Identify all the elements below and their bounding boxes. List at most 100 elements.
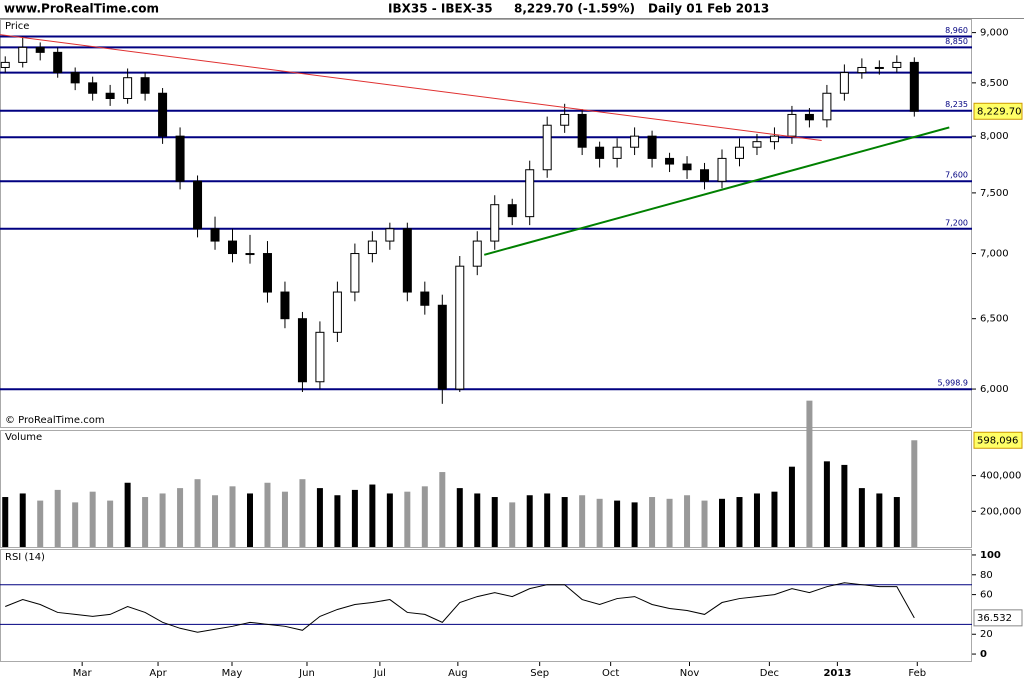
volume-bar	[544, 493, 551, 547]
candle-body	[105, 92, 115, 100]
candle-body	[542, 124, 552, 171]
x-tick-label: Jun	[298, 668, 315, 679]
x-tick-label: Nov	[680, 668, 700, 679]
volume-bar	[439, 472, 446, 547]
y-tick-label: 7,000	[980, 249, 1009, 260]
level-label: 8,850	[945, 37, 968, 46]
volume-bar	[596, 498, 603, 547]
trendline	[0, 34, 822, 142]
volume-bar	[159, 493, 166, 547]
volume-bar	[54, 489, 61, 547]
candle-body	[752, 141, 762, 148]
volume-bar	[823, 461, 830, 547]
volume-bar	[526, 495, 533, 547]
candle-body	[175, 135, 185, 182]
y-tick-label: 7,500	[980, 188, 1009, 199]
candle-body	[455, 265, 465, 390]
candle-body	[595, 146, 605, 159]
candle-body	[525, 169, 535, 218]
candle-body	[315, 331, 325, 383]
candle-body	[700, 169, 710, 182]
candle-body	[18, 46, 28, 63]
candle-body	[88, 82, 98, 94]
level-label: 8,235	[945, 100, 968, 109]
y-tick-label: 80	[980, 570, 993, 581]
candle-body	[332, 291, 342, 333]
candle-body	[210, 228, 220, 242]
y-tick-label: 8,000	[980, 131, 1009, 142]
y-tick-label: 60	[980, 590, 993, 601]
candle-body	[193, 180, 203, 230]
candle-body	[53, 51, 63, 74]
volume-bar	[404, 491, 411, 547]
candle-body	[857, 66, 867, 74]
x-tick-label: Feb	[908, 668, 926, 679]
level-label: 7,600	[945, 171, 968, 180]
site: www.ProRealTime.com	[4, 2, 159, 16]
volume-bar	[421, 486, 428, 547]
volume-bar	[316, 488, 323, 547]
volume-bar	[194, 479, 201, 547]
volume-bar	[107, 500, 114, 547]
candle-body	[297, 318, 307, 383]
candle-body	[822, 92, 832, 121]
price-panel	[0, 19, 972, 428]
quote: 8,229.70 (-1.59%)	[514, 2, 635, 16]
candle-body	[123, 77, 133, 100]
x-tick-label: Sep	[530, 668, 549, 679]
candle-body	[665, 157, 675, 165]
last-rsi-box	[973, 609, 1023, 627]
volume-bar	[561, 497, 568, 547]
y-tick-label: 6,000	[980, 384, 1009, 395]
volume-title: Volume	[5, 432, 42, 443]
y-tick-label: 8,500	[980, 78, 1009, 89]
candle-body	[577, 113, 587, 148]
x-tick-label: Oct	[602, 668, 619, 679]
volume-bar	[351, 489, 358, 547]
y-tick-label: 6,500	[980, 314, 1009, 325]
rsi-panel	[0, 549, 972, 662]
volume-bar	[649, 497, 656, 547]
last-price: 8,229.70	[977, 106, 1022, 117]
rsi-title: RSI (14)	[5, 552, 45, 563]
trendline	[483, 126, 950, 256]
volume-bar	[509, 502, 516, 547]
x-tick-label: Jul	[373, 668, 386, 679]
volume-bar	[753, 493, 760, 547]
volume-bar	[614, 500, 621, 547]
candle-body	[682, 163, 692, 171]
candle-body	[839, 72, 849, 94]
y-tick-label: 20	[980, 629, 993, 640]
candle-body	[734, 146, 744, 159]
volume-bar	[893, 497, 900, 547]
candle-body	[769, 135, 779, 143]
level-label: 8,960	[945, 26, 968, 35]
volume-bar	[684, 495, 691, 547]
instrument: IBX35 - IBEX-35	[388, 2, 493, 16]
candle-body	[280, 291, 290, 320]
x-tick-label: Apr	[149, 668, 167, 679]
volume-bar	[474, 493, 481, 547]
candle-body	[507, 204, 517, 218]
candle-body	[630, 135, 640, 148]
candle-body	[804, 113, 814, 121]
candle-body	[228, 240, 238, 255]
x-tick-label: Mar	[73, 668, 93, 679]
volume-bar	[37, 500, 44, 547]
volume-bar	[89, 491, 96, 547]
candle-body	[717, 157, 727, 182]
candle-body	[0, 61, 10, 68]
volume-bar	[264, 482, 271, 547]
last-volume: 598,096	[977, 435, 1018, 446]
candle-body	[490, 204, 500, 242]
volume-bar	[719, 498, 726, 547]
volume-bar	[72, 502, 79, 547]
candle-body	[874, 66, 884, 69]
last-rsi: 36.532	[977, 613, 1012, 624]
period: Daily 01 Feb 2013	[648, 2, 769, 16]
candle-body	[70, 72, 80, 84]
volume-bar	[701, 500, 708, 547]
volume-bar	[281, 491, 288, 547]
volume-bar	[666, 498, 673, 547]
